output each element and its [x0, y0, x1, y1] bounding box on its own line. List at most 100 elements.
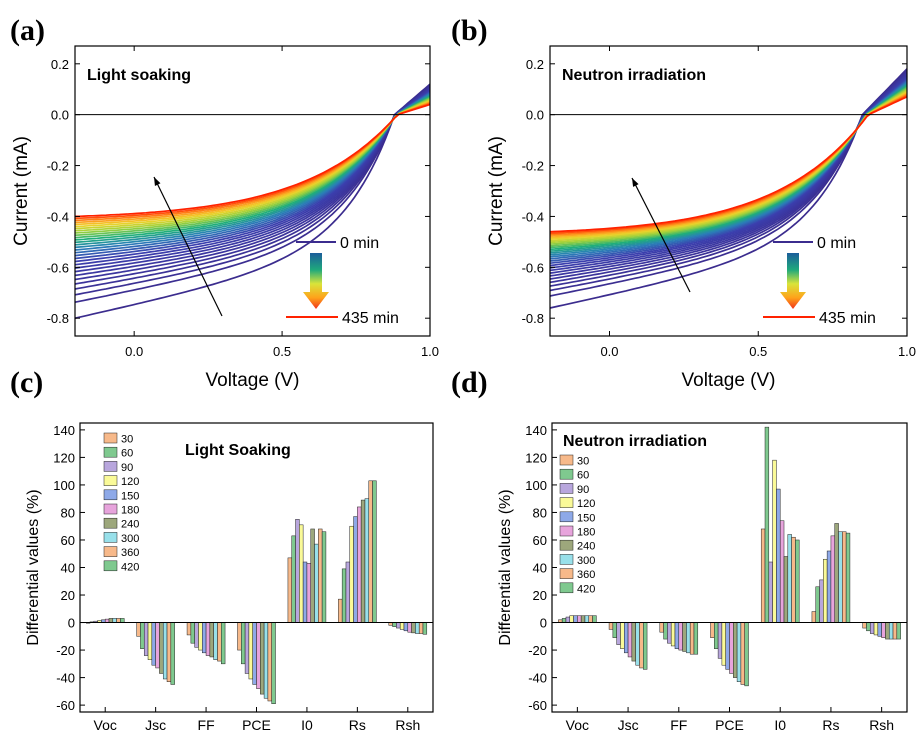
- legend-label: 180: [577, 527, 595, 539]
- bar-Rsh-300: [415, 623, 419, 634]
- legend-label: 360: [121, 547, 139, 559]
- bar-I0-60: [765, 427, 769, 622]
- trend-arrowhead: [632, 178, 639, 187]
- bar-I0-30: [288, 558, 292, 623]
- legend-label: 300: [577, 555, 595, 567]
- legend-swatch: [104, 518, 117, 528]
- y-tick-label: -0.4: [47, 209, 69, 224]
- bar-FF-60: [664, 623, 668, 640]
- y-tick-label: 0.0: [526, 108, 544, 123]
- bar-Rs-120: [823, 559, 827, 622]
- legend-label: 60: [121, 448, 133, 460]
- y-tick-label: -20: [528, 643, 547, 658]
- bar-I0-90: [296, 519, 300, 622]
- bar-Jsc-360: [167, 623, 171, 682]
- bar-Rs-180: [357, 507, 361, 623]
- category-label: I0: [301, 717, 313, 731]
- iv-curve-0: [550, 69, 907, 308]
- bar-Jsc-120: [620, 623, 624, 649]
- y-tick-label: -20: [56, 643, 75, 658]
- bar-Rs-150: [827, 551, 831, 623]
- x-tick-label: 0.5: [273, 344, 291, 359]
- bar-Rsh-420: [423, 623, 427, 635]
- bar-Jsc-150: [152, 623, 156, 666]
- bar-Rsh-30: [863, 623, 867, 629]
- bar-I0-120: [773, 460, 777, 622]
- iv-curve-1: [75, 85, 430, 302]
- bar-Rsh-240: [412, 623, 416, 633]
- bar-Voc-180: [577, 616, 581, 623]
- panel-title: Light soaking: [87, 67, 191, 84]
- legend-label: 420: [577, 583, 595, 595]
- legend-label: 120: [577, 498, 595, 510]
- bar-Voc-60: [562, 618, 566, 622]
- bar-I0-30: [761, 529, 765, 623]
- bar-PCE-360: [741, 623, 745, 685]
- bar-Rs-180: [831, 536, 835, 623]
- legend-swatch: [104, 461, 117, 471]
- legend-label: 180: [121, 505, 139, 517]
- category-label: PCE: [242, 717, 271, 731]
- bar-Voc-150: [574, 616, 578, 623]
- y-tick-label: -0.6: [522, 260, 544, 275]
- bar-PCE-90: [245, 623, 249, 674]
- bar-Rs-90: [346, 562, 350, 623]
- y-tick-label: 80: [61, 505, 75, 520]
- y-tick-label: -0.2: [47, 159, 69, 174]
- bar-I0-300: [315, 544, 319, 622]
- bar-Rsh-120: [400, 623, 404, 630]
- bar-Jsc-300: [163, 623, 167, 679]
- y-tick-label: 40: [533, 561, 547, 576]
- bar-Rsh-90: [870, 623, 874, 634]
- legend-label: 90: [577, 484, 589, 496]
- bar-Jsc-30: [609, 623, 613, 630]
- legend-swatch: [560, 554, 573, 564]
- legend-label: 60: [577, 470, 589, 482]
- y-tick-label: 20: [61, 588, 75, 603]
- bar-Rsh-120: [874, 623, 878, 635]
- y-tick-label: -0.2: [522, 159, 544, 174]
- bar-Rsh-300: [889, 623, 893, 640]
- legend-swatch: [104, 447, 117, 457]
- category-label: FF: [198, 717, 215, 731]
- x-tick-label: 1.0: [421, 344, 439, 359]
- y-axis-label: Current (mA): [486, 136, 507, 246]
- bar-FF-120: [671, 623, 675, 646]
- legend-label-end: 435 min: [342, 310, 399, 327]
- y-tick-label: 60: [533, 533, 547, 548]
- legend-swatch: [104, 433, 117, 443]
- bar-I0-300: [788, 534, 792, 622]
- bar-panel-c: (c) Voc Jsc FF PCE I0 Rs Rsh -60 -40 -20 0 20 40 60 80 1…: [10, 366, 433, 731]
- bar-Voc-240: [581, 616, 585, 623]
- y-axis-label: Differential values (%): [25, 489, 42, 645]
- bar-Voc-240: [109, 618, 113, 622]
- bar-Voc-180: [105, 619, 109, 622]
- x-tick-label: 1.0: [898, 344, 916, 359]
- legend-gradient-arrow: [780, 253, 806, 309]
- bar-PCE-60: [241, 623, 245, 664]
- y-tick-label: 0: [68, 616, 75, 631]
- y-tick-label: 0.2: [51, 57, 69, 72]
- jv-panel-a: (a)0.0 0.5 1.0-0.8-0.6-0.4-0.20.00.2Voltag…: [10, 14, 439, 391]
- bar-Rsh-90: [396, 623, 400, 629]
- bar-PCE-120: [249, 623, 253, 679]
- bar-Rs-360: [369, 481, 373, 623]
- y-tick-label: 0: [540, 616, 547, 631]
- bar-Rs-30: [338, 599, 342, 622]
- bar-Voc-90: [566, 617, 570, 623]
- bar-PCE-300: [737, 623, 741, 682]
- bar-Voc-300: [113, 618, 117, 622]
- bar-FF-240: [210, 623, 214, 657]
- legend-label: 150: [577, 512, 595, 524]
- plot-frame: [550, 46, 907, 336]
- legend-label-start: 0 min: [340, 235, 379, 252]
- bar-Rs-90: [820, 580, 824, 623]
- bar-PCE-300: [264, 623, 268, 699]
- bar-PCE-420: [745, 623, 749, 686]
- y-tick-label: 0.2: [526, 57, 544, 72]
- y-tick-label: -60: [528, 698, 547, 713]
- legend-swatch: [560, 512, 573, 522]
- panel-title: Neutron irradiation: [562, 67, 706, 84]
- category-label: Rs: [822, 717, 839, 731]
